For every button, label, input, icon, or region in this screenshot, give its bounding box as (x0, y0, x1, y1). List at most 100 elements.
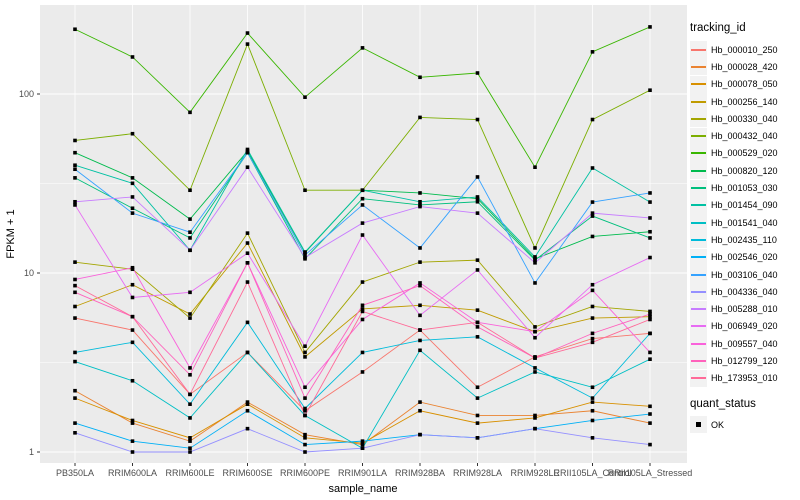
data-point (130, 421, 135, 425)
legend-key-line-icon (690, 41, 707, 59)
data-point (130, 55, 135, 59)
y-tick-label: 10 (24, 268, 34, 278)
x-tick-label: RRIM600LA (108, 468, 157, 478)
data-point (360, 221, 365, 225)
data-point (73, 163, 77, 168)
data-point (245, 350, 250, 355)
data-point (73, 203, 77, 207)
data-point (73, 277, 77, 282)
x-tick-label: RRIM928LE (510, 468, 559, 478)
data-point (188, 248, 192, 253)
data-point (130, 131, 135, 136)
legend-line-swatch-icon (691, 377, 706, 380)
data-point (303, 413, 307, 418)
data-point (590, 288, 595, 293)
data-point (648, 309, 652, 314)
data-point (533, 255, 537, 259)
legend-line-swatch-icon (691, 152, 706, 155)
legend-item: Hb_006949_020 (690, 317, 798, 335)
data-point (188, 450, 192, 454)
data-point (590, 418, 595, 423)
data-point (648, 314, 652, 319)
legend-item-label: OK (711, 419, 725, 430)
data-point (303, 95, 307, 99)
legend-item: Hb_173953_010 (690, 369, 798, 387)
data-point (303, 250, 307, 254)
data-point (73, 359, 77, 364)
x-axis-title: sample_name (328, 483, 397, 495)
data-point (360, 46, 365, 50)
legend-line-swatch-icon (691, 308, 706, 311)
data-point (418, 303, 422, 308)
legend-key-line-icon (690, 317, 707, 335)
data-point (475, 436, 480, 440)
legend-item-label: Hb_004336_040 (711, 286, 778, 297)
data-point (188, 402, 192, 406)
legend-item: Hb_005288_010 (690, 300, 798, 318)
data-point (475, 117, 480, 122)
legend-key-line-icon (690, 335, 707, 353)
data-point (360, 441, 365, 445)
data-point (475, 335, 480, 339)
data-point (590, 331, 595, 336)
legend-item: Hb_003106_040 (690, 266, 798, 283)
data-point (590, 211, 595, 215)
legend-line-swatch-icon (691, 169, 706, 172)
legend-line-swatch-icon (691, 325, 706, 328)
data-point (188, 290, 192, 295)
data-point (533, 258, 537, 262)
data-point (590, 436, 595, 440)
legend-item: Hb_000078_050 (690, 75, 798, 93)
data-point (475, 308, 480, 312)
data-point (73, 304, 77, 309)
data-point (648, 255, 652, 260)
data-point (533, 335, 537, 340)
data-point (245, 147, 250, 152)
legend-line-swatch-icon (691, 342, 706, 345)
data-point (188, 392, 192, 397)
legend-item-label: Hb_000529_020 (711, 148, 778, 159)
data-point (130, 450, 135, 454)
data-point (533, 413, 537, 418)
series-points (73, 25, 652, 454)
data-point (475, 211, 480, 215)
data-point (188, 446, 192, 451)
data-point (303, 350, 307, 355)
x-tick-label: RRII105LA_Stressed (608, 468, 693, 478)
data-point (360, 196, 365, 201)
data-point (533, 416, 537, 420)
data-point (245, 261, 250, 265)
legend-line-swatch-icon (691, 48, 706, 51)
data-point (245, 231, 250, 235)
legend-item-label: Hb_000432_040 (711, 131, 778, 142)
data-point (303, 255, 307, 260)
data-point (648, 200, 652, 204)
data-point (245, 165, 250, 169)
data-point (590, 336, 595, 341)
data-point (360, 203, 365, 207)
data-point (303, 344, 307, 348)
data-point (73, 421, 77, 425)
data-point (73, 431, 77, 435)
legend-key-line-icon (690, 196, 707, 214)
data-point (245, 241, 250, 245)
legend-item: Hb_001541_040 (690, 214, 798, 232)
legend-line-swatch-icon (691, 273, 706, 276)
legend-line-swatch-icon (691, 204, 706, 207)
data-point (360, 350, 365, 355)
data-point (73, 138, 77, 143)
data-point (590, 385, 595, 390)
data-point (648, 412, 652, 416)
legend-item-label: Hb_012799_120 (711, 355, 778, 366)
data-point (533, 356, 537, 360)
legend-item: Hb_012799_120 (690, 352, 798, 370)
legend-item: Hb_000432_040 (690, 127, 798, 145)
data-point (360, 317, 365, 322)
data-point (303, 385, 307, 390)
data-point (533, 366, 537, 370)
data-point (245, 251, 250, 256)
data-point (245, 42, 250, 46)
data-point (648, 317, 652, 322)
data-point (475, 268, 480, 272)
